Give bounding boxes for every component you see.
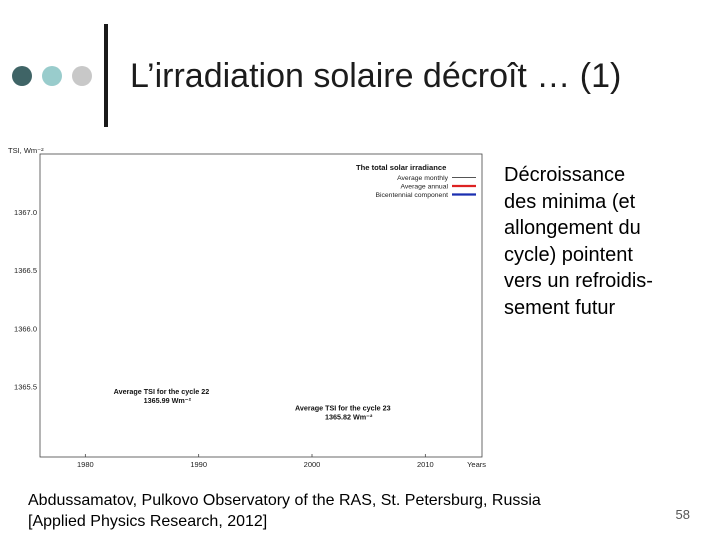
chart-title: The total solar irradiance (356, 163, 446, 172)
legend-label: Average monthly (397, 175, 448, 182)
y-tick-label: 1366.5 (14, 266, 37, 275)
y-tick-label: 1367.0 (14, 208, 37, 217)
x-axis-label: Years (467, 460, 486, 469)
legend-label: Average annual (401, 184, 449, 191)
reference-label: Average TSI for the cycle 22 (114, 387, 210, 396)
side-text-line: allongement du (504, 217, 641, 239)
bullet-dot-gray (72, 66, 92, 86)
x-tick-label: 2000 (304, 460, 321, 469)
bullet-dot-dark (12, 66, 32, 86)
side-text-line: sement futur (504, 296, 616, 319)
reference-label: 1365.82 Wm⁻² (325, 412, 373, 421)
chart-legend: The total solar irradiance Average monthl… (356, 163, 476, 199)
tsi-chart: 1980 1990 2000 2010 1365.5 1366.0 1366.5 1367.0… (8, 146, 486, 469)
reference-label: Average TSI for the cycle 23 (295, 403, 391, 412)
x-tick-label: 1980 (77, 460, 94, 469)
plot-frame (39, 153, 483, 458)
side-text-line: Décroissance (504, 164, 626, 186)
y-axis-label: TSI, Wm⁻² (8, 146, 44, 155)
y-tick-label: 1365.5 (14, 383, 37, 392)
legend-label: Bicentennial component (375, 192, 448, 199)
chart-axes (39, 153, 483, 458)
page-number: 58 (675, 507, 690, 522)
title-divider (104, 24, 108, 127)
y-tick-label: 1366.0 (14, 324, 37, 333)
citation: Abdussamatov, Pulkovo Observatory of the… (28, 490, 648, 532)
citation-line: Abdussamatov, Pulkovo Observatory of the… (28, 492, 541, 509)
bullet-dots (12, 66, 96, 86)
side-text-line: vers un refroidis- (504, 270, 653, 292)
side-text-line: cycle) pointent (504, 243, 633, 266)
bullet-dot-teal (42, 66, 62, 86)
x-tick-label: 2010 (417, 460, 434, 469)
side-text: Décroissance des minima (et allongement … (504, 162, 714, 321)
x-tick-label: 1990 (190, 460, 207, 469)
citation-line: [Applied Physics Research, 2012] (28, 513, 268, 530)
slide-title: L’irradiation solaire décroît … (1) (130, 57, 622, 95)
reference-label: 1365.99 Wm⁻² (144, 396, 192, 405)
side-text-line: des minima (et (504, 190, 636, 213)
chart-labels: 1980 1990 2000 2010 1365.5 1366.0 1366.5 1367.0… (8, 146, 486, 469)
